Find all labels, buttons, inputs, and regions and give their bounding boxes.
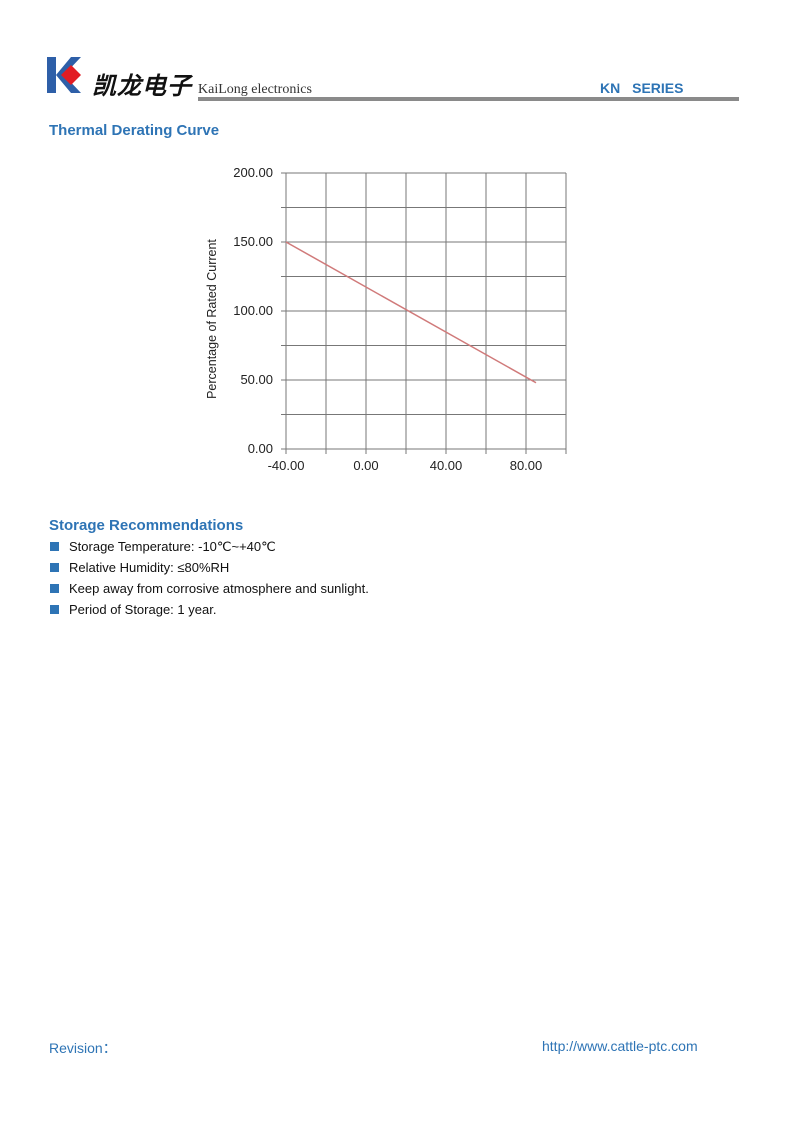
y-tick-label: 150.00 [233, 234, 273, 249]
x-tick-label: -40.00 [268, 458, 305, 473]
revision-label: Revision： [49, 1040, 117, 1056]
storage-title: Storage Recommendations [49, 517, 244, 534]
storage-item: Storage Temperature: -10℃~+40℃ [50, 539, 276, 555]
y-tick-label: 50.00 [240, 372, 273, 387]
y-tick-label: 0.00 [248, 441, 273, 456]
bullet-square-icon [50, 563, 59, 572]
storage-item: Relative Humidity: ≤80%RH [50, 560, 229, 575]
thermal-derating-chart: 0.00 50.00 100.00 150.00 200.00 -40.00 0.00 40.… [205, 165, 567, 473]
logo-english-text: KaiLong electronics [198, 82, 312, 97]
storage-item: Period of Storage: 1 year. [50, 602, 216, 617]
bullet-square-icon [50, 542, 59, 551]
kailong-logo-icon [47, 57, 81, 93]
website-link[interactable]: http://www.cattle-ptc.com [542, 1038, 698, 1054]
storage-item: Keep away from corrosive atmosphere and … [50, 581, 369, 596]
x-tick-label: 80.00 [510, 458, 543, 473]
series-label: KN SERIES [600, 80, 684, 96]
bullet-square-icon [50, 605, 59, 614]
header-divider [198, 97, 739, 101]
y-tick-label: 100.00 [233, 303, 273, 318]
thermal-title: Thermal Derating Curve [49, 122, 220, 139]
x-tick-label: 40.00 [430, 458, 463, 473]
logo-chinese-text: 凯龙电子 [92, 71, 192, 100]
bullet-square-icon [50, 584, 59, 593]
y-axis-label: Percentage of Rated Current [205, 239, 219, 399]
derating-line [285, 241, 537, 384]
x-tick-label: 0.00 [353, 458, 378, 473]
y-tick-label: 200.00 [233, 165, 273, 180]
